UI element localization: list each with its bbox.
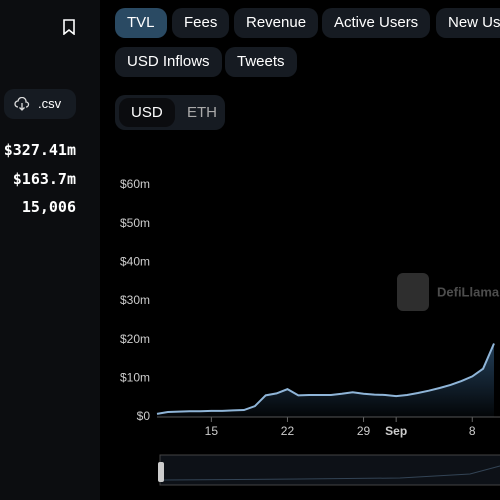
download-icon [14,97,30,111]
tab[interactable]: Active Users [322,8,431,38]
y-tick-label: $0 [137,409,151,423]
x-tick-label: 8 [469,424,476,438]
tab[interactable]: TVL [115,8,167,38]
y-tick-label: $60m [120,177,150,191]
stat: $327.41m [3,141,76,159]
tab[interactable]: New Users [436,8,500,38]
brush-handle[interactable] [158,462,164,482]
y-tick-label: $30m [120,293,150,307]
range-brush[interactable] [159,454,500,486]
line [156,343,495,415]
stat: 15,006 [21,198,76,216]
x-tick-label: Sep [385,424,407,438]
y-tick-label: $50m [120,216,150,230]
y-tick-label: $40m [120,255,150,269]
x-tick-label: 22 [281,424,295,438]
stat: $163.7m [12,170,76,188]
tab[interactable]: USD Inflows [115,47,222,77]
x-tick-label: 15 [205,424,219,438]
watermark: DefiLlama [397,273,500,311]
y-tick-label: $20m [120,332,150,346]
area [157,343,494,417]
csv-label: .csv [38,96,62,111]
toggle-option[interactable]: ETH [187,104,217,121]
toggle-option[interactable]: USD [119,98,175,127]
tab[interactable]: Revenue [234,8,319,38]
tab[interactable]: Fees [172,8,230,38]
brush-preview [163,465,500,481]
y-tick-label: $10m [120,371,150,385]
tab[interactable]: Tweets [225,47,297,77]
x-tick-label: 29 [357,424,371,438]
csv-button[interactable]: .csv [4,89,76,119]
bookmark-icon[interactable] [62,19,76,35]
watermark-text: DefiLlama [437,284,500,299]
sidebar: .csv $327.41m $163.7m 15,006 [0,0,100,500]
currency-toggle: USD ETH [115,95,225,130]
